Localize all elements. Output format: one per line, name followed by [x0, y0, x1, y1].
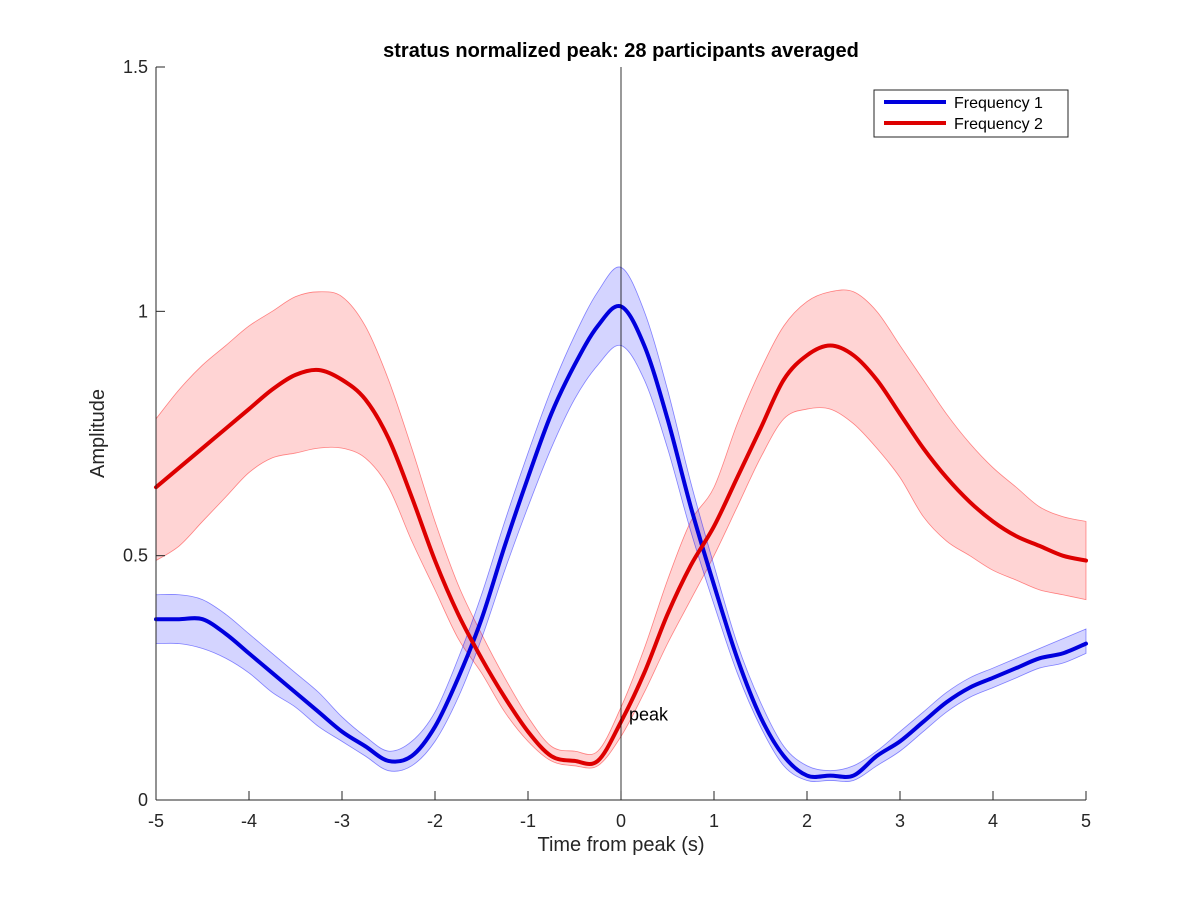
legend-label-frequency-2: Frequency 2 — [954, 116, 1043, 133]
y-tick-label: 0 — [138, 790, 148, 810]
confidence-bands — [155, 266, 1087, 782]
x-tick-label: -1 — [520, 811, 536, 831]
frequency-1-band — [155, 266, 1087, 782]
x-tick-label: 3 — [895, 811, 905, 831]
y-tick-label: 0.5 — [123, 546, 148, 566]
x-tick-label: -3 — [334, 811, 350, 831]
x-tick-label: 4 — [988, 811, 998, 831]
x-axis-label: Time from peak (s) — [537, 834, 704, 856]
x-tick-label: 2 — [802, 811, 812, 831]
x-tick-label: 1 — [709, 811, 719, 831]
chart-title: stratus normalized peak: 28 participants… — [383, 40, 859, 62]
y-axis-label: Amplitude — [87, 389, 109, 478]
legend: Frequency 1 Frequency 2 — [873, 89, 1069, 138]
legend-label-frequency-1: Frequency 1 — [954, 95, 1043, 112]
x-tick-label: -4 — [241, 811, 257, 831]
x-tick-label: 0 — [616, 811, 626, 831]
x-tick-label: -5 — [148, 811, 164, 831]
axes: -5 -4 -3 -2 -1 0 1 2 3 4 5 0 0.5 1 1.5 — [123, 57, 1091, 831]
legend-box — [873, 89, 1069, 138]
x-tick-label: -2 — [427, 811, 443, 831]
series-line-frequency-1 — [154, 303, 1088, 779]
frequency-2-band — [155, 289, 1087, 769]
y-tick-label: 1.5 — [123, 57, 148, 77]
y-tick-label: 1 — [138, 301, 148, 321]
x-tick-label: 5 — [1081, 811, 1091, 831]
peak-annotation: peak — [629, 705, 669, 725]
